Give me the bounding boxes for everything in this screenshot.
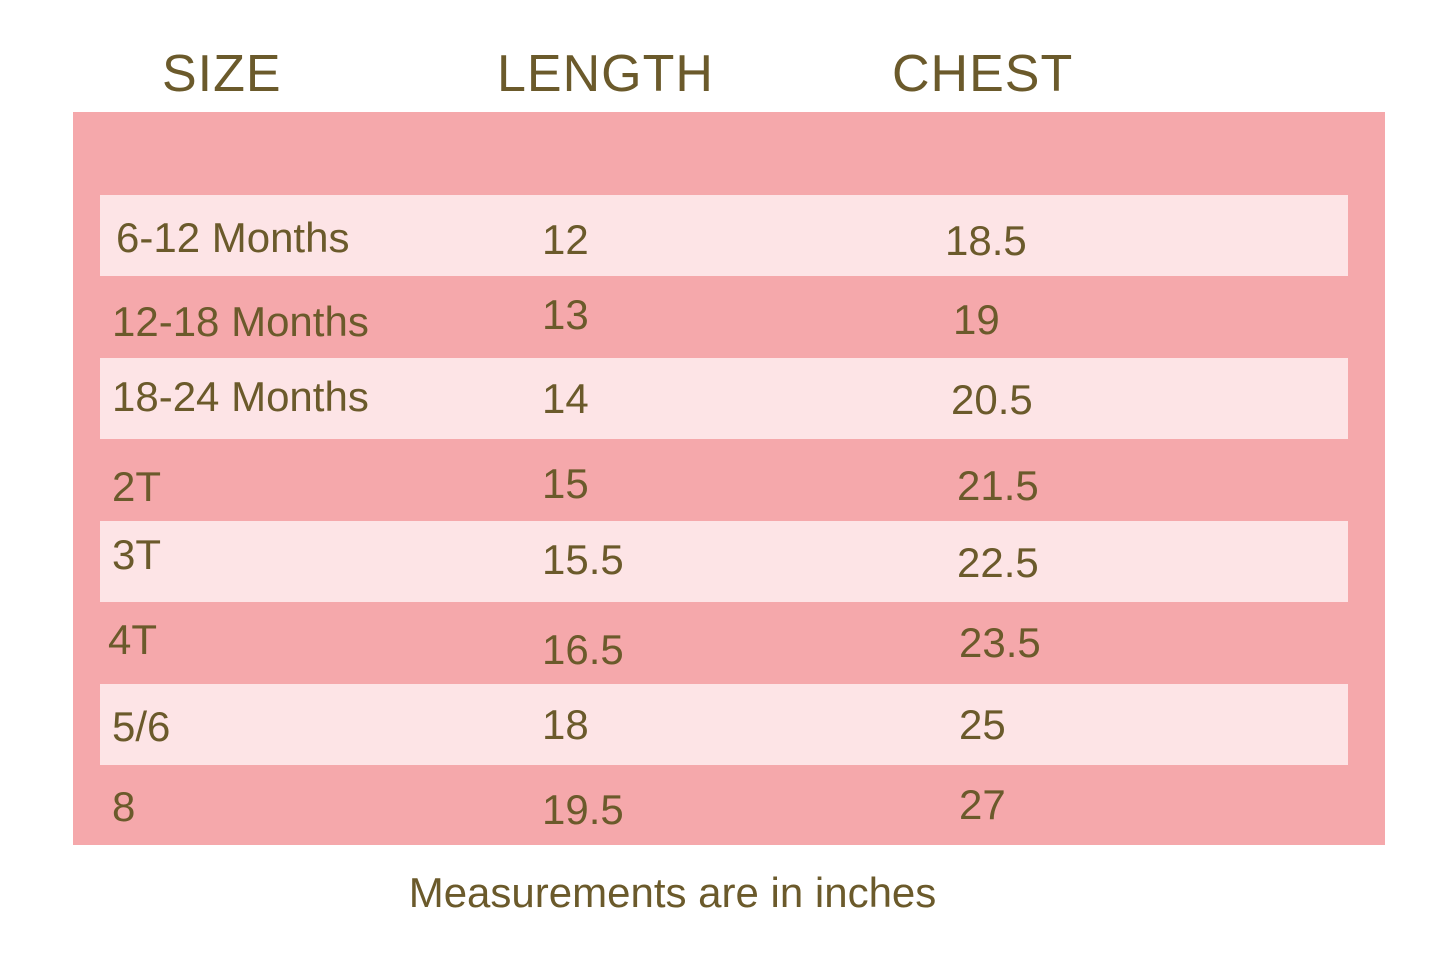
row-band bbox=[100, 684, 1348, 765]
length-cell: 18 bbox=[542, 701, 589, 748]
row-band bbox=[100, 521, 1348, 602]
length-cell: 14 bbox=[542, 375, 589, 422]
size-cell: 8 bbox=[112, 783, 136, 830]
length-cell: 15 bbox=[542, 460, 589, 507]
chest-cell: 21.5 bbox=[957, 462, 1039, 509]
length-cell: 12 bbox=[542, 216, 589, 263]
chest-cell: 19 bbox=[953, 296, 1000, 343]
chest-cell: 20.5 bbox=[951, 376, 1033, 423]
column-header: SIZE bbox=[162, 45, 282, 103]
column-header: CHEST bbox=[892, 45, 1074, 103]
column-header: LENGTH bbox=[497, 45, 714, 103]
length-cell: 13 bbox=[542, 291, 589, 338]
length-cell: 16.5 bbox=[542, 626, 624, 673]
size-cell: 18-24 Months bbox=[112, 373, 369, 420]
size-cell: 6-12 Months bbox=[116, 214, 350, 261]
chest-cell: 25 bbox=[959, 701, 1006, 748]
size-cell: 12-18 Months bbox=[112, 298, 369, 345]
size-cell: 3T bbox=[112, 531, 162, 578]
chest-cell: 18.5 bbox=[945, 217, 1027, 264]
size-cell: 5/6 bbox=[112, 703, 171, 750]
chest-cell: 23.5 bbox=[959, 619, 1041, 666]
size-cell: 2T bbox=[112, 463, 162, 510]
footnote: Measurements are in inches bbox=[408, 869, 937, 916]
size-cell: 4T bbox=[108, 616, 158, 663]
length-cell: 19.5 bbox=[542, 786, 624, 833]
chest-cell: 27 bbox=[959, 781, 1006, 828]
length-cell: 15.5 bbox=[542, 536, 624, 583]
row-band bbox=[100, 358, 1348, 439]
chest-cell: 22.5 bbox=[957, 539, 1039, 586]
row-band bbox=[100, 195, 1348, 276]
